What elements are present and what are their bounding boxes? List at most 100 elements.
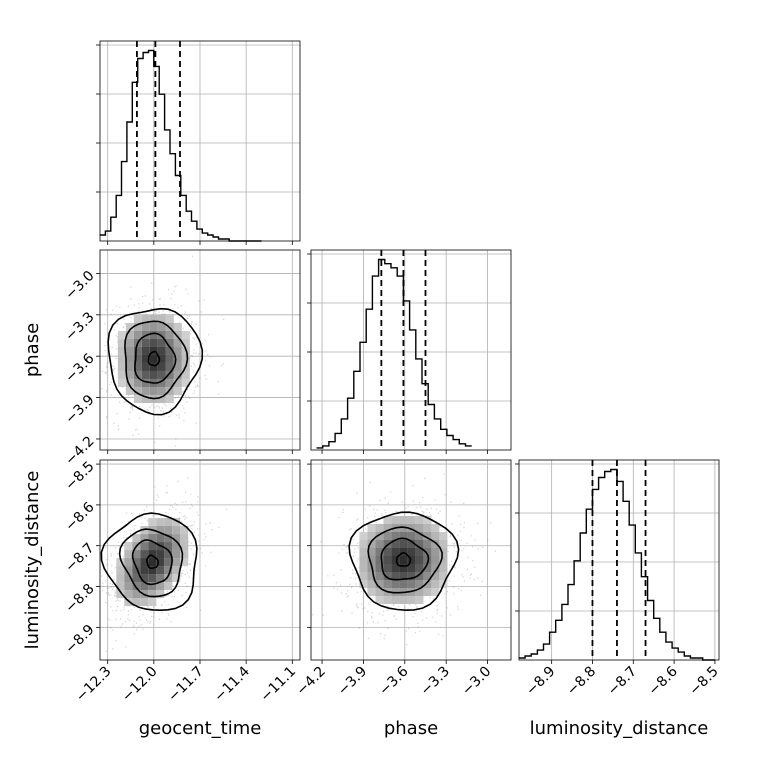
density-cell — [439, 556, 448, 564]
density-cell — [157, 370, 166, 379]
contour-line — [100, 512, 198, 612]
density-cell — [173, 346, 182, 355]
density-cell — [399, 564, 408, 572]
density-cell — [391, 540, 400, 548]
density-cell — [173, 322, 182, 331]
density-cell — [133, 330, 142, 339]
density-cell — [172, 574, 181, 583]
density-cell — [165, 354, 174, 363]
density-cell — [148, 558, 157, 567]
density-cell — [423, 556, 432, 564]
density-cell — [164, 582, 173, 591]
density-cell — [141, 362, 150, 371]
density-cell — [157, 394, 166, 403]
histogram-phase — [316, 258, 472, 449]
density-cell — [391, 580, 400, 588]
density-cell — [140, 574, 149, 583]
density-cell — [124, 590, 133, 599]
density-cell — [164, 518, 173, 527]
x-axis-label-phase: phase — [384, 718, 438, 739]
density-cell — [407, 572, 416, 580]
density-cell — [180, 550, 189, 559]
density-cell — [407, 564, 416, 572]
density-cell — [383, 524, 392, 532]
density-cell — [367, 572, 376, 580]
density-cell — [172, 558, 181, 567]
density-cell — [359, 564, 368, 572]
density-cell — [141, 378, 150, 387]
x-tick-label: −3.0 — [459, 664, 494, 699]
frame-layer — [96, 40, 720, 664]
density-cell — [439, 564, 448, 572]
density-cell — [359, 580, 368, 588]
density-cell — [180, 558, 189, 567]
density-cell — [399, 580, 408, 588]
contour-line — [348, 511, 460, 612]
density-cell — [149, 370, 158, 379]
density-cell — [173, 354, 182, 363]
density-cell — [172, 566, 181, 575]
density-cell — [407, 580, 416, 588]
density-cell — [149, 386, 158, 395]
density-cell — [181, 338, 190, 347]
density-cell — [173, 386, 182, 395]
density-cell — [116, 566, 125, 575]
density-cell — [117, 378, 126, 387]
y-tick-label: −3.3 — [62, 309, 97, 344]
density-cell — [156, 526, 165, 535]
density-cell — [148, 598, 157, 607]
scatter-points — [101, 255, 225, 447]
contour-line — [107, 307, 204, 416]
contour-line — [367, 526, 443, 594]
contour-line — [118, 528, 184, 598]
density-cell — [359, 556, 368, 564]
density-cell — [124, 566, 133, 575]
density-cell — [383, 556, 392, 564]
panel-frame — [99, 249, 301, 451]
density-cell — [140, 550, 149, 559]
density-cell — [141, 346, 150, 355]
density-cell — [165, 386, 174, 395]
density-cell — [367, 556, 376, 564]
density-cell — [165, 346, 174, 355]
x-tick-label: −11.7 — [165, 664, 207, 706]
density-cell — [391, 596, 400, 604]
density-cell — [431, 572, 440, 580]
density-cell — [399, 596, 408, 604]
x-axis-label-geocent_time: geocent_time — [139, 718, 262, 739]
density-cell — [133, 354, 142, 363]
density-cell — [141, 338, 150, 347]
density-cell — [132, 574, 141, 583]
density-cell — [407, 548, 416, 556]
density-cell — [415, 564, 424, 572]
density-cell — [133, 362, 142, 371]
density-cell — [124, 542, 133, 551]
density-cell — [423, 524, 432, 532]
panel-frame — [310, 249, 512, 451]
contour-line — [131, 539, 174, 586]
density-cell — [431, 524, 440, 532]
density-cell — [375, 532, 384, 540]
density-cell — [132, 582, 141, 591]
density-cell — [133, 386, 142, 395]
density-cell — [156, 558, 165, 567]
density-cell — [359, 540, 368, 548]
density-cell — [172, 526, 181, 535]
density-cell — [399, 516, 408, 524]
density-cell — [164, 558, 173, 567]
density-cell — [157, 378, 166, 387]
density-cell — [407, 540, 416, 548]
contour-line — [145, 554, 159, 570]
density-cell — [140, 582, 149, 591]
density-cell — [181, 370, 190, 379]
density-cell — [149, 322, 158, 331]
density-cell — [133, 370, 142, 379]
contour-line — [380, 537, 430, 581]
density-cell — [431, 588, 440, 596]
density-cell — [375, 548, 384, 556]
density-cell — [125, 386, 134, 395]
density-cell — [165, 370, 174, 379]
density-cell — [132, 590, 141, 599]
density-cell — [116, 590, 125, 599]
